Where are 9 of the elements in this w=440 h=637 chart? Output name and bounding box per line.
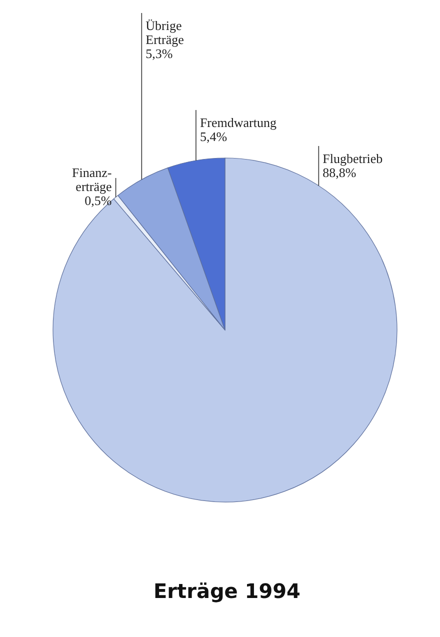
data-label: 88,8% [322, 165, 356, 180]
text: Erträge 1994 [154, 579, 300, 603]
data-label: 5,4% [200, 129, 228, 144]
slice-label: Finanz-erträge [72, 165, 112, 194]
slice-label: Fremdwartung [200, 115, 277, 130]
data-label: 0,5% [84, 193, 112, 208]
data-label: 5,3% [146, 46, 173, 61]
slice-label: Flugbetrieb [322, 151, 383, 166]
slice-label: Übrige Erträge [146, 18, 184, 47]
